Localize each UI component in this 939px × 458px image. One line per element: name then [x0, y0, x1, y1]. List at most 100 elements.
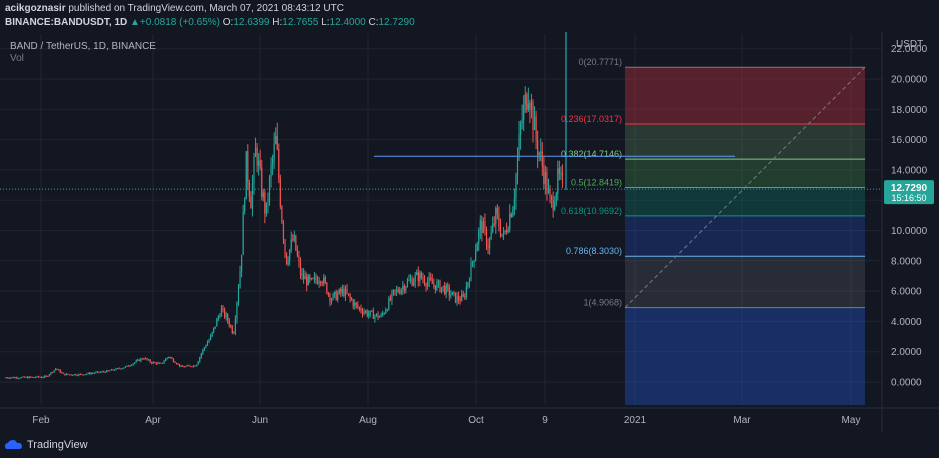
candle-body: [6, 377, 9, 379]
symbol-label[interactable]: BINANCE:BANDUSDT, 1D: [5, 17, 128, 28]
high-label: H:: [272, 17, 283, 28]
candle-body: [425, 284, 427, 287]
candle-body: [62, 372, 64, 374]
candle-body: [420, 272, 422, 279]
candle-body: [92, 373, 94, 375]
candle-body: [337, 293, 339, 301]
candle-body: [217, 316, 219, 320]
author-name[interactable]: acikgoznasir: [5, 3, 66, 14]
candle-body: [120, 368, 122, 370]
candle-body: [520, 123, 522, 135]
candle-body: [476, 243, 478, 252]
candle-body: [13, 377, 15, 379]
candle-body: [30, 376, 32, 378]
tradingview-logo[interactable]: TradingView: [5, 437, 88, 453]
candle-body: [48, 374, 50, 377]
candle-body: [310, 278, 312, 280]
candle-body: [262, 192, 264, 198]
candle-body: [241, 254, 243, 272]
fib-retracement[interactable]: 0(20.7771) 0.236(17.0317) 0.382(14.7146) 0.…: [561, 57, 866, 405]
candle-body: [354, 302, 356, 307]
candle-body: [228, 320, 230, 326]
candle-body: [458, 295, 460, 301]
candle-body: [447, 285, 449, 288]
candle-body: [33, 376, 35, 378]
candle-body: [239, 271, 241, 289]
candle-body: [303, 273, 305, 280]
candle-body: [157, 362, 159, 364]
candle-body: [307, 275, 309, 286]
candle-body: [439, 280, 441, 292]
candle-body: [191, 366, 193, 368]
candle-body: [318, 281, 320, 284]
candle-body: [199, 357, 201, 362]
candle-body: [124, 366, 126, 368]
candle-body: [22, 376, 24, 378]
candle-body: [53, 370, 55, 373]
x-tick-label: Aug: [359, 415, 377, 426]
candle-body: [340, 289, 342, 293]
price-axis[interactable]: 0.0000 2.0000 4.0000 6.0000 8.0000 10.0000 12.…: [884, 44, 934, 389]
chart-background: [0, 32, 939, 458]
candle-body: [515, 175, 517, 199]
candle-body: [210, 335, 212, 340]
candle-body: [44, 375, 46, 378]
countdown-label: 15:16:50: [891, 193, 926, 203]
candle-body: [464, 296, 466, 298]
candle-body: [397, 289, 399, 292]
candle-body: [89, 372, 91, 375]
candle-body: [301, 273, 303, 276]
candle-body: [552, 200, 554, 210]
drawing-lines[interactable]: [0, 32, 882, 190]
candle-body: [470, 262, 472, 281]
candle-body: [402, 286, 404, 290]
candle-body: [213, 327, 215, 333]
candle-body: [540, 151, 542, 153]
candle-body: [168, 357, 170, 359]
candle-body: [478, 229, 480, 244]
y-tick-label: 0.0000: [891, 378, 922, 389]
candle-body: [389, 298, 391, 301]
candle-body: [24, 376, 26, 378]
candle-body: [465, 286, 467, 298]
candle-body: [59, 369, 61, 373]
candle-body: [459, 300, 461, 302]
candle-body: [78, 373, 80, 376]
candle-body: [414, 274, 416, 282]
candle-body: [334, 291, 336, 294]
candle-body: [461, 294, 463, 302]
candle-body: [197, 361, 199, 365]
candle-body: [507, 229, 509, 233]
candle-body: [369, 310, 371, 315]
candle-body: [146, 358, 148, 360]
low-value: 12.4000: [329, 17, 366, 28]
candle-body: [538, 152, 540, 155]
fib-level-label: 0(20.7771): [578, 57, 622, 67]
candle-body: [93, 372, 95, 374]
candle-body: [72, 374, 74, 376]
candle-body: [346, 288, 348, 294]
candle-body: [76, 375, 78, 377]
candle-body: [101, 371, 103, 373]
candle-body: [172, 358, 174, 362]
candle-body: [499, 226, 502, 236]
change-value: +0.0818 (+0.65%): [139, 17, 220, 28]
candle-body: [267, 201, 269, 203]
candle-body: [219, 316, 221, 318]
fib-zone: [625, 307, 865, 405]
candle-body: [165, 358, 167, 362]
candle-body: [351, 298, 353, 301]
candle-body: [329, 293, 331, 302]
candle-body: [378, 316, 381, 318]
candle-body: [154, 362, 156, 364]
chart-title: BAND / TetherUS, 1D, BINANCE: [10, 41, 156, 52]
candle-body: [19, 378, 21, 380]
time-axis[interactable]: Feb Apr Jun Aug Oct 9 2021 Mar May: [32, 415, 860, 426]
candle-body: [129, 365, 131, 367]
candle-body: [206, 342, 209, 346]
candle-body: [104, 371, 106, 373]
candle-body: [95, 372, 97, 374]
high-value: 12.7655: [282, 17, 319, 28]
candle-body: [34, 377, 37, 379]
